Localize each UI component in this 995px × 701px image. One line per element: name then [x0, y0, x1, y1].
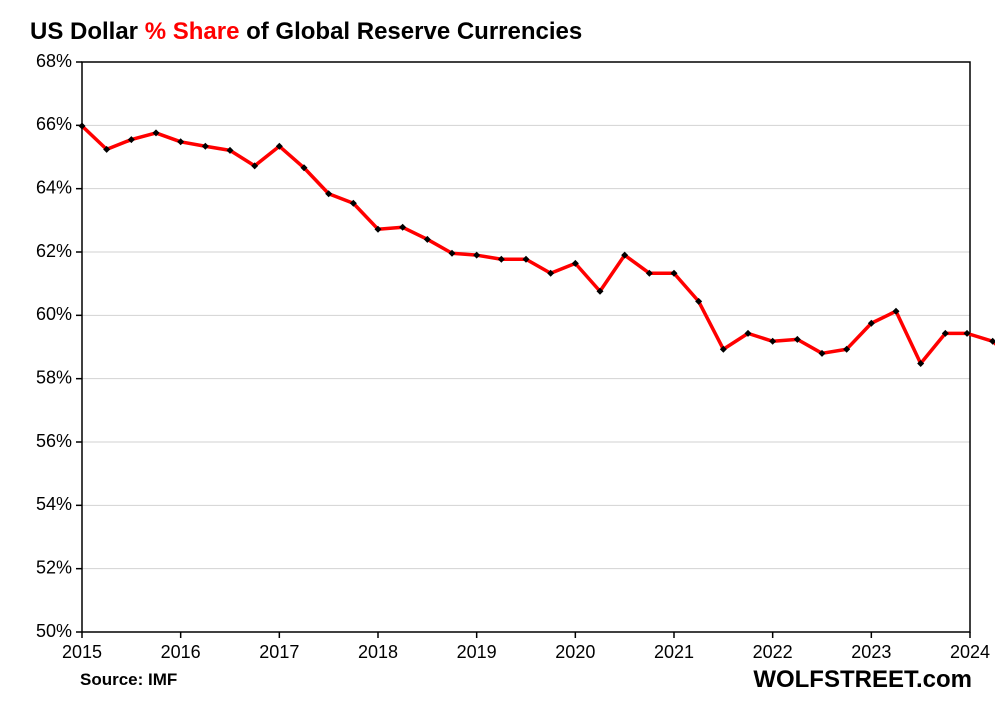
chart-container: US Dollar % Share of Global Reserve Curr… — [0, 0, 995, 701]
y-tick-label: 58% — [36, 367, 72, 387]
x-tick-label: 2023 — [851, 642, 891, 662]
y-tick-label: 68% — [36, 51, 72, 71]
y-tick-label: 56% — [36, 431, 72, 451]
y-tick-label: 64% — [36, 177, 72, 197]
x-tick-label: 2016 — [161, 642, 201, 662]
brand-label: WOLFSTREET.com — [753, 666, 972, 694]
x-tick-label: 2018 — [358, 642, 398, 662]
y-tick-label: 52% — [36, 557, 72, 577]
y-tick-label: 60% — [36, 304, 72, 324]
y-tick-label: 66% — [36, 114, 72, 134]
series-line — [82, 126, 995, 365]
y-tick-label: 50% — [36, 621, 72, 641]
series-marker — [202, 143, 209, 150]
x-tick-label: 2024 — [950, 642, 990, 662]
chart-svg: 50% 52% 54% 56% 58% 60% 62% 64% 66% 68% 2015 2016 20… — [0, 0, 995, 701]
x-tick-label: 2022 — [753, 642, 793, 662]
x-tick-label: 2017 — [259, 642, 299, 662]
source-label: Source: IMF — [80, 670, 177, 690]
x-tick-label: 2020 — [555, 642, 595, 662]
x-tick-label: 2015 — [62, 642, 102, 662]
y-tick-label: 62% — [36, 241, 72, 261]
series-marker — [473, 252, 480, 259]
x-tick-label: 2019 — [457, 642, 497, 662]
x-tick-label: 2021 — [654, 642, 694, 662]
y-tick-label: 54% — [36, 494, 72, 514]
series-marker — [498, 256, 505, 263]
